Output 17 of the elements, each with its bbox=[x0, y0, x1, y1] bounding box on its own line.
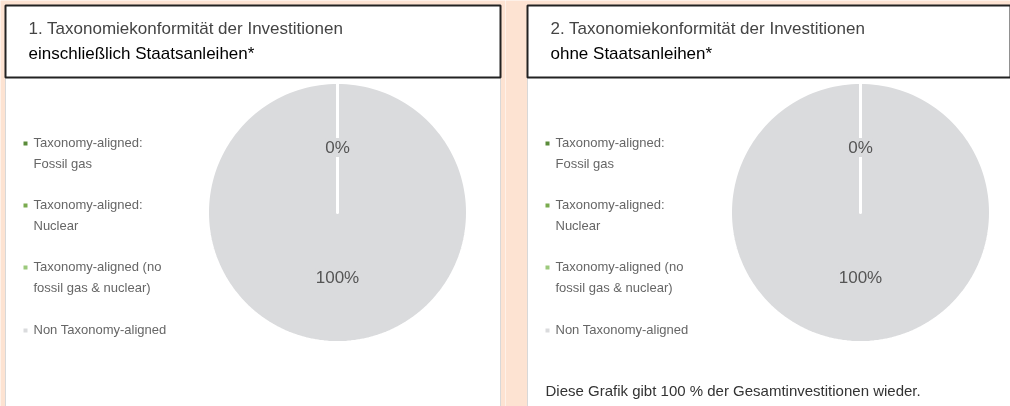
legend-label: Non Taxonomy-aligned bbox=[555, 321, 689, 337]
text: 0% bbox=[848, 138, 873, 157]
chart-subtitle: einschließlich Staatsanleihen* bbox=[28, 43, 255, 63]
chart-title: 2. Taxonomiekonformität der Investitionen bbox=[550, 18, 865, 38]
data-label: 100% bbox=[838, 268, 883, 287]
text: 0% bbox=[325, 138, 350, 157]
legend-label: Non Taxonomy-aligned bbox=[33, 321, 167, 337]
legend-label: Taxonomy-aligned: Fossil gas bbox=[33, 134, 143, 172]
text: Diese Grafik gibt 100 % der Gesamtinvestitionen wieder. bbox=[545, 382, 921, 399]
chart-title: 1. Taxonomiekonformität der Investitionen bbox=[28, 18, 343, 38]
legend-label: Taxonomy-aligned: Nuclear bbox=[555, 196, 665, 234]
legend-label: Taxonomy-aligned (no fossil gas & nuclear) bbox=[555, 258, 684, 296]
data-label: 100% bbox=[315, 268, 360, 287]
legend-label: Taxonomy-aligned (no fossil gas & nuclear) bbox=[33, 258, 162, 296]
legend-label: Taxonomy-aligned: Fossil gas bbox=[555, 134, 665, 172]
legend-label: Taxonomy-aligned: Nuclear bbox=[33, 196, 143, 234]
chart-subtitle: ohne Staatsanleihen* bbox=[550, 43, 713, 63]
